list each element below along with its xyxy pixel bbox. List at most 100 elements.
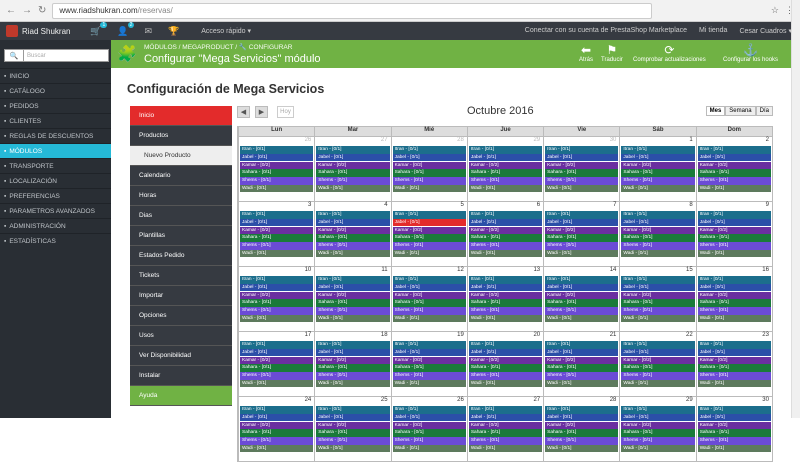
calendar-event[interactable]: Shems - [0/1] <box>468 437 543 445</box>
sidebar-item[interactable]: ▪ MÓDULOS <box>0 143 111 158</box>
calendar-event[interactable]: Itran - [0/1] <box>697 406 771 414</box>
calendar-event[interactable]: Itran - [0/1] <box>697 146 771 154</box>
calendar-event[interactable]: Sahara - [0/1] <box>316 299 390 307</box>
calendar-event[interactable]: Itran - [0/1] <box>468 406 543 414</box>
calendar-event[interactable]: Kamar - [0/2] <box>316 421 390 430</box>
calendar-event[interactable]: Sahara - [0/1] <box>621 364 695 372</box>
calendar-event[interactable]: Wadi - [0/1] <box>316 249 390 258</box>
calendar-event[interactable]: Jabel - [0/1] <box>240 283 314 292</box>
calendar-event[interactable]: Jabel - [0/1] <box>545 153 619 162</box>
calendar-event[interactable]: Itran - [0/1] <box>240 406 314 414</box>
calendar-event[interactable]: Shems - [0/1] <box>621 372 695 380</box>
calendar-event[interactable]: Kamar - [0/2] <box>240 356 314 365</box>
calendar-event[interactable]: Shems - [0/1] <box>468 307 543 315</box>
calendar-event[interactable]: Shems - [0/1] <box>468 177 543 185</box>
module-menu-item[interactable]: Importar <box>130 286 232 306</box>
prev-month-button[interactable]: ◀ <box>237 106 250 118</box>
sidebar-item[interactable]: ▪ PEDIDOS <box>0 98 111 113</box>
calendar-event[interactable]: Wadi - [0/1] <box>316 379 390 388</box>
calendar-event[interactable]: Kamar - [0/2] <box>392 161 466 170</box>
calendar-event[interactable]: Wadi - [0/1] <box>697 249 771 258</box>
day-cell[interactable]: 26 Itran - [0/1] Jabel - [0/1] Kamar - [0/2… <box>238 137 314 201</box>
day-cell[interactable]: 15 Itran - [0/1] Jabel - [0/1] Kamar - [0/2… <box>619 267 695 331</box>
day-cell[interactable]: 18 Itran - [0/1] Jabel - [0/1] Kamar - [0/2… <box>314 332 390 396</box>
module-menu-item[interactable]: Nuevo Producto <box>130 146 232 166</box>
calendar-event[interactable]: Sahara - [0/1] <box>697 169 771 177</box>
calendar-event[interactable]: Kamar - [0/2] <box>316 161 390 170</box>
calendar-event[interactable]: Kamar - [0/2] <box>240 226 314 235</box>
calendar-event[interactable]: Sahara - [0/1] <box>468 234 543 242</box>
sidebar-item[interactable]: ▪ PARAMETROS AVANZADOS <box>0 203 111 218</box>
calendar-event[interactable]: Jabel - [0/1] <box>621 218 695 227</box>
user-icon[interactable]: 👤 2 <box>117 21 135 36</box>
calendar-event[interactable]: Kamar - [0/2] <box>468 356 543 365</box>
module-menu-item[interactable]: Estados Pedido <box>130 246 232 266</box>
calendar-event[interactable]: Sahara - [0/1] <box>316 234 390 242</box>
calendar-event[interactable]: Jabel - [0/1] <box>468 348 543 357</box>
calendar-event[interactable]: Wadi - [0/1] <box>392 249 466 258</box>
calendar-event[interactable]: Sahara - [0/1] <box>697 234 771 242</box>
calendar-event[interactable]: Itran - [0/1] <box>621 406 695 414</box>
forward-icon[interactable]: → <box>22 5 32 16</box>
calendar-event[interactable]: Kamar - [0/2] <box>545 161 619 170</box>
calendar-event[interactable]: Itran - [0/1] <box>392 146 466 154</box>
sidebar-item[interactable]: ▪ INICIO <box>0 68 111 83</box>
day-cell[interactable]: 29 Itran - [0/1] Jabel - [0/1] Kamar - [0/2… <box>619 397 695 461</box>
day-cell[interactable]: 10 Itran - [0/1] Jabel - [0/1] Kamar - [0/2… <box>238 267 314 331</box>
day-cell[interactable]: 26 Itran - [0/1] Jabel - [0/1] Kamar - [0/2… <box>390 397 467 461</box>
calendar-event[interactable]: Jabel - [0/1] <box>316 283 390 292</box>
calendar-event[interactable]: Itran - [0/1] <box>316 406 390 414</box>
calendar-event[interactable]: Kamar - [0/2] <box>697 161 771 170</box>
calendar-event[interactable]: Jabel - [0/1] <box>545 283 619 292</box>
calendar-event[interactable]: Wadi - [0/1] <box>240 184 314 193</box>
calendar-event[interactable]: Kamar - [0/2] <box>545 291 619 300</box>
calendar-event[interactable]: Itran - [0/1] <box>316 146 390 154</box>
calendar-event[interactable]: Jabel - [0/1] <box>316 153 390 162</box>
calendar-event[interactable]: Jabel - [0/1] <box>545 218 619 227</box>
sidebar-item[interactable]: ▪ PREFERENCIAS <box>0 188 111 203</box>
calendar-event[interactable]: Itran - [0/1] <box>392 406 466 414</box>
calendar-event[interactable]: Jabel - [0/1] <box>468 283 543 292</box>
sidebar-item[interactable]: ▪ LOCALIZACIÓN <box>0 173 111 188</box>
calendar-event[interactable]: Jabel - [0/1] <box>545 348 619 357</box>
calendar-event[interactable]: Kamar - [0/2] <box>468 226 543 235</box>
calendar-event[interactable]: Jabel - [0/1] <box>240 218 314 227</box>
day-cell[interactable]: 1 Itran - [0/1] Jabel - [0/1] Kamar - [0/2]… <box>619 137 695 201</box>
module-menu-item[interactable]: Instalar <box>130 366 232 386</box>
calendar-event[interactable]: Kamar - [0/2] <box>697 356 771 365</box>
calendar-event[interactable]: Kamar - [0/2] <box>621 291 695 300</box>
calendar-event[interactable]: Sahara - [0/1] <box>697 299 771 307</box>
view-day-button[interactable]: Día <box>755 106 773 116</box>
day-cell[interactable]: 14 Itran - [0/1] Jabel - [0/1] Kamar - [0/2… <box>543 267 619 331</box>
module-menu-item[interactable]: Horas <box>130 186 232 206</box>
calendar-event[interactable]: Shems - [0/1] <box>240 307 314 315</box>
calendar-event[interactable]: Wadi - [0/1] <box>545 379 619 388</box>
calendar-event[interactable]: Itran - [0/1] <box>545 276 619 284</box>
calendar-event[interactable]: Sahara - [0/1] <box>545 234 619 242</box>
next-month-button[interactable]: ▶ <box>255 106 268 118</box>
calendar-event[interactable]: Itran - [0/1] <box>316 341 390 349</box>
calendar-event[interactable]: Itran - [0/1] <box>392 341 466 349</box>
calendar-event[interactable]: Shems - [0/1] <box>392 437 466 445</box>
calendar-event[interactable]: Itran - [0/1] <box>240 211 314 219</box>
day-cell[interactable]: 11 Itran - [0/1] Jabel - [0/1] Kamar - [0/2… <box>314 267 390 331</box>
calendar-event[interactable]: Shems - [0/1] <box>392 242 466 250</box>
calendar-event[interactable]: Sahara - [0/1] <box>545 429 619 437</box>
calendar-event[interactable]: Sahara - [0/1] <box>468 429 543 437</box>
calendar-event[interactable]: Shems - [0/1] <box>697 177 771 185</box>
calendar-event[interactable]: Kamar - [0/2] <box>621 421 695 430</box>
calendar-event[interactable]: Shems - [0/1] <box>621 177 695 185</box>
mail-icon[interactable]: ✉ <box>144 25 152 36</box>
calendar-event[interactable]: Shems - [0/1] <box>316 177 390 185</box>
calendar-event[interactable]: Wadi - [0/1] <box>697 444 771 453</box>
day-cell[interactable]: 25 Itran - [0/1] Jabel - [0/1] Kamar - [0/2… <box>314 397 390 461</box>
calendar-event[interactable]: Kamar - [0/2] <box>545 421 619 430</box>
menu-icon[interactable]: ⋮ <box>785 5 794 15</box>
calendar-event[interactable]: Shems - [0/1] <box>240 372 314 380</box>
calendar-event[interactable]: Wadi - [0/1] <box>316 314 390 323</box>
module-menu-item[interactable]: Plantillas <box>130 226 232 246</box>
calendar-event[interactable]: Jabel - [0/1] <box>392 283 466 292</box>
calendar-event[interactable]: Kamar - [0/2] <box>697 421 771 430</box>
sidebar-item[interactable]: ▪ CATÁLOGO <box>0 83 111 98</box>
calendar-event[interactable]: Sahara - [0/1] <box>392 169 466 177</box>
